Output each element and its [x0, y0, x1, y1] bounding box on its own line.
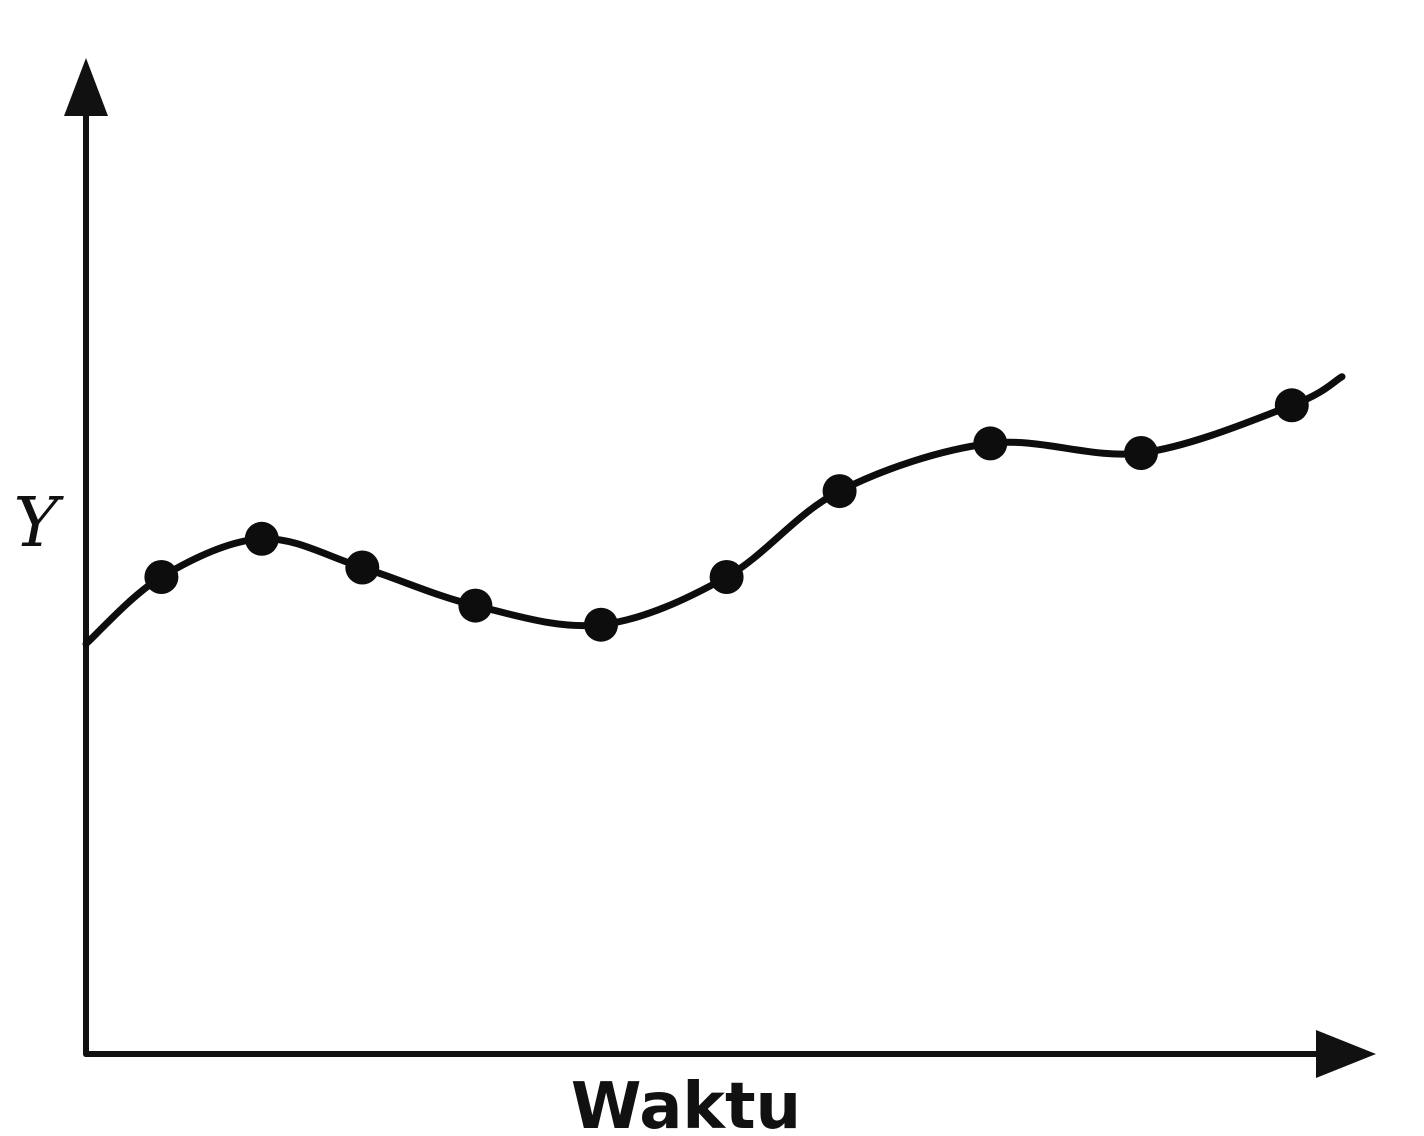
x-axis-label: Waktu [571, 1070, 801, 1136]
data-point [1274, 388, 1309, 423]
axes [64, 58, 1376, 1078]
data-point [973, 426, 1008, 461]
y-axis-label: Y [14, 484, 65, 563]
data-point [709, 560, 744, 594]
data-point [144, 560, 179, 594]
series-layer [82, 373, 1346, 648]
data-point [584, 607, 618, 642]
data-point [244, 521, 279, 556]
y-axis-arrow-icon [64, 58, 108, 116]
data-point [458, 588, 493, 623]
series-line [82, 373, 1346, 648]
x-axis-arrow-icon [1316, 1030, 1376, 1078]
data-point [1124, 436, 1158, 470]
data-point [345, 550, 380, 585]
data-point [822, 474, 857, 509]
